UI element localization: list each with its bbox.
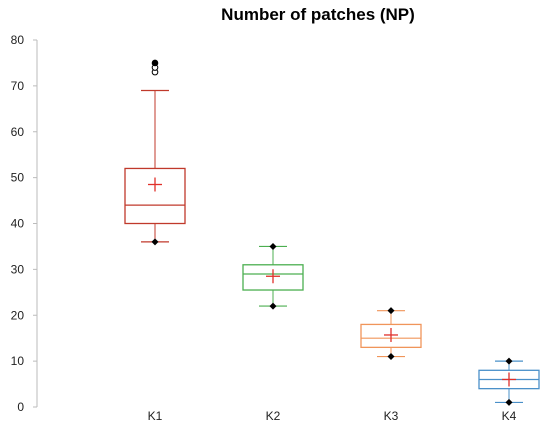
- box-iqr: [360, 323, 422, 349]
- max-point: [269, 242, 277, 250]
- box-k1: [124, 59, 186, 246]
- y-tick-label: 50: [11, 171, 25, 185]
- y-tick-label: 0: [17, 400, 24, 414]
- y-tick-label: 20: [11, 308, 25, 322]
- min-point: [505, 398, 513, 406]
- y-tick-label: 40: [11, 217, 25, 231]
- y-tick-label: 10: [11, 354, 25, 368]
- outlier-point: [151, 59, 159, 67]
- max-point: [387, 307, 395, 315]
- min-point: [387, 353, 395, 361]
- y-tick-label: 70: [11, 79, 25, 93]
- y-tick-label: 30: [11, 262, 25, 276]
- max-point: [505, 357, 513, 365]
- box-iqr: [242, 264, 304, 291]
- y-tick-label: 60: [11, 125, 25, 139]
- min-point: [269, 302, 277, 310]
- x-tick-label: K2: [266, 409, 281, 423]
- box-k4: [478, 357, 540, 406]
- x-tick-label: K1: [148, 409, 163, 423]
- y-axis-ticks: 0 10 20 30 40 50 60 70 80: [11, 33, 37, 414]
- y-tick-label: 80: [11, 33, 25, 47]
- x-axis-labels: K1 K2 K3 K4: [148, 409, 517, 423]
- box-iqr: [124, 167, 186, 225]
- chart-title: Number of patches (NP): [221, 5, 415, 24]
- x-tick-label: K3: [384, 409, 399, 423]
- box-k3: [360, 307, 422, 361]
- min-point: [151, 238, 159, 246]
- x-tick-label: K4: [502, 409, 517, 423]
- box-k2: [242, 242, 304, 310]
- box-series: [124, 59, 540, 406]
